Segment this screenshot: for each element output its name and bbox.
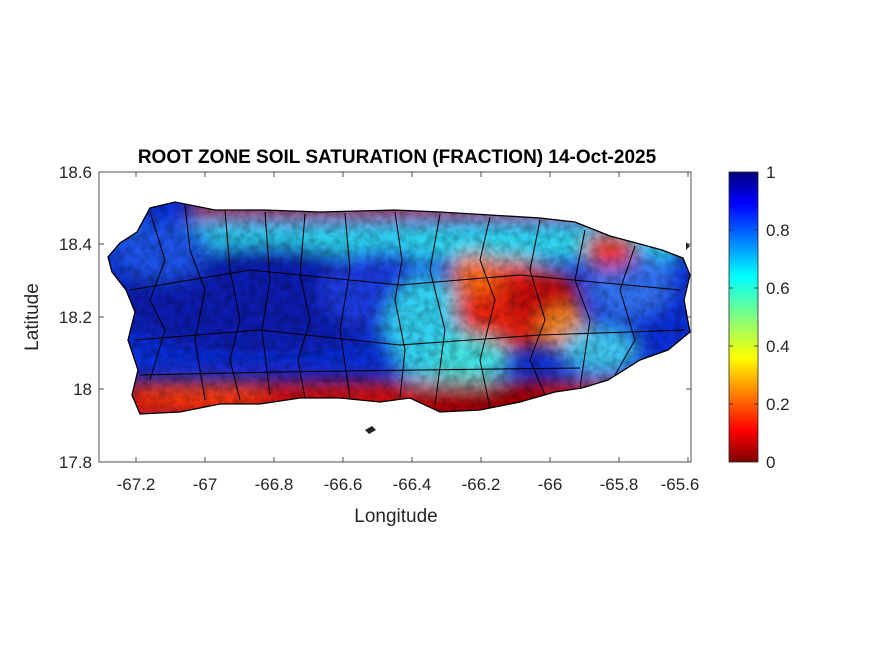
colorbar: 1 0.8 0.6 0.4 0.2 0	[728, 163, 790, 472]
y-tick-label: 18.6	[59, 163, 92, 182]
colorbar-tick-label: 1	[766, 163, 775, 182]
y-tick-label: 18	[73, 380, 92, 399]
x-axis: -67.2 -67 -66.8 -66.6 -66.4 -66.2 -66 -6…	[117, 172, 700, 527]
x-tick-label: -66	[538, 475, 563, 494]
x-tick-label: -67.2	[117, 475, 156, 494]
y-tick-label: 18.4	[59, 235, 92, 254]
colorbar-tick-label: 0	[766, 453, 775, 472]
y-tick-label: 18.2	[59, 308, 92, 327]
x-axis-label: Longitude	[354, 506, 437, 527]
colorbar-tick-label: 0.8	[766, 221, 790, 240]
x-tick-label: -66.2	[462, 475, 501, 494]
y-tick-label: 17.8	[59, 453, 92, 472]
colorbar-tick-label: 0.6	[766, 279, 790, 298]
municipality-boundaries	[129, 204, 686, 409]
islet	[365, 426, 376, 434]
x-tick-label: -67	[193, 475, 218, 494]
x-tick-label: -66.4	[393, 475, 432, 494]
island-outline	[107, 201, 691, 415]
colorbar-tick-label: 0.4	[766, 337, 790, 356]
colorbar-tick-label: 0.2	[766, 395, 790, 414]
chart-title: ROOT ZONE SOIL SATURATION (FRACTION) 14-…	[138, 147, 657, 168]
x-tick-label: -66.6	[324, 475, 363, 494]
x-tick-label: -65.8	[600, 475, 639, 494]
y-axis-label: Latitude	[22, 283, 43, 351]
y-axis: 18.6 18.4 18.2 18 17.8 Latitude	[22, 163, 691, 472]
x-tick-label: -65.6	[661, 475, 700, 494]
x-tick-label: -66.8	[255, 475, 294, 494]
